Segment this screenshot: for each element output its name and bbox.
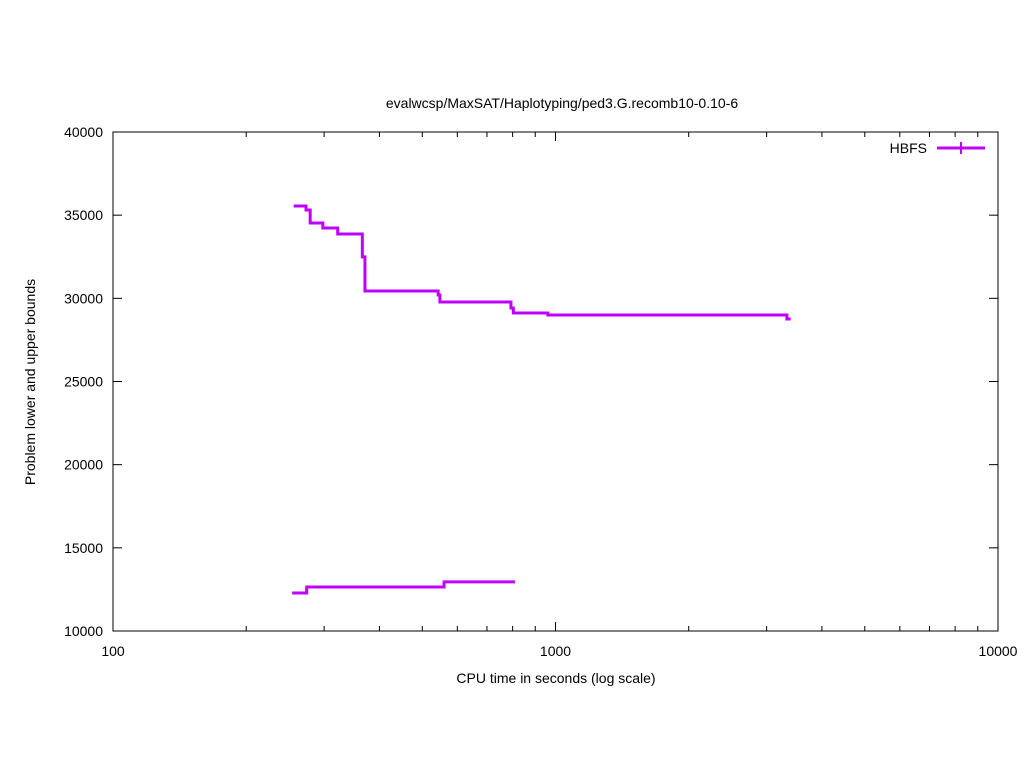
plot-border bbox=[112, 131, 999, 632]
y-tick-label: 10000 bbox=[64, 623, 103, 639]
legend-label: HBFS bbox=[890, 140, 927, 156]
x-tick-label: 100 bbox=[101, 643, 125, 659]
y-tick-label: 25000 bbox=[64, 374, 103, 390]
y-tick-label: 15000 bbox=[64, 540, 103, 556]
chart-title: evalwcsp/MaxSAT/Haplotyping/ped3.G.recom… bbox=[386, 95, 738, 111]
y-tick-label: 40000 bbox=[64, 124, 103, 140]
y-axis-label: Problem lower and upper bounds bbox=[22, 279, 38, 485]
y-tick-label: 35000 bbox=[64, 207, 103, 223]
series-line-upper-bound bbox=[293, 204, 791, 321]
y-tick-label: 30000 bbox=[64, 290, 103, 306]
x-tick-label: 10000 bbox=[979, 643, 1018, 659]
series-line-lower-bound bbox=[292, 580, 516, 595]
x-tick-label: 1000 bbox=[540, 643, 571, 659]
axis-ticks: 10000 15000 20000 25000 30000 35000 40000 100 10… bbox=[64, 124, 1018, 659]
y-tick-label: 20000 bbox=[64, 457, 103, 473]
series-group bbox=[292, 204, 791, 595]
x-axis-label: CPU time in seconds (log scale) bbox=[456, 670, 655, 686]
legend: HBFS bbox=[890, 140, 985, 156]
